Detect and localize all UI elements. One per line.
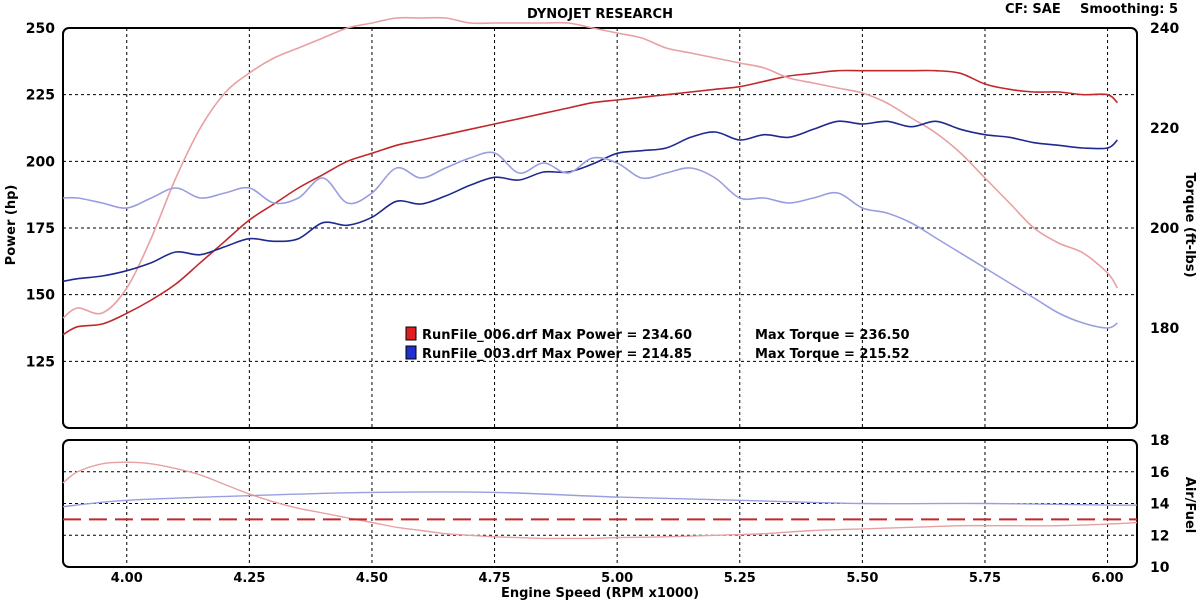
afr-line-runfile003drf [62, 491, 1138, 508]
afr-tick-label: 14 [1150, 497, 1170, 513]
series-line-runfile003drf-torque [62, 151, 1118, 329]
x-tick-label: 6.00 [1092, 571, 1124, 586]
legend-label-run003: RunFile_003.drf Max Power = 214.85 [422, 347, 692, 362]
legend-torque-run006: Max Torque = 236.50 [755, 328, 910, 343]
x-tick-label: 4.25 [233, 571, 265, 586]
y-tick-label: 125 [26, 354, 55, 370]
legend-label-run006: RunFile_006.drf Max Power = 234.60 [422, 328, 692, 343]
y2-tick-label: 180 [1150, 321, 1179, 337]
cf-label: CF: SAE [1005, 2, 1061, 17]
afr-tick-label: 10 [1150, 560, 1170, 576]
afr-line-runfile006drf [62, 461, 1138, 540]
afr-tick-label: 12 [1150, 528, 1169, 544]
x-tick-label: 4.00 [111, 571, 143, 586]
afr-ticks: 10 12 14 16 18 [1150, 433, 1170, 576]
main-series [62, 16, 1119, 336]
afr-tick-label: 16 [1150, 465, 1169, 481]
x-tick-label: 5.00 [601, 571, 633, 586]
y-tick-label: 150 [26, 288, 55, 304]
y-tick-label: 200 [26, 154, 55, 170]
y2-tick-label: 200 [1150, 221, 1179, 237]
x-tick-label: 5.75 [969, 571, 1001, 586]
series-line-runfile006drf-power [62, 69, 1118, 336]
legend-swatch-run006 [405, 326, 417, 341]
x-tick-label: 5.50 [846, 571, 878, 586]
y2-tick-label: 240 [1150, 21, 1179, 37]
series-line-runfile003drf-power [62, 120, 1118, 283]
afr-axis-label: Air/Fuel [1182, 477, 1197, 533]
x-ticks: 4.00 4.25 4.50 4.75 5.00 5.25 5.50 5.75 6.00 [111, 571, 1124, 586]
y2-axis-label: Torque (ft-lbs) [1182, 172, 1197, 277]
chart-title: DYNOJET RESEARCH [527, 7, 673, 22]
x-axis-label: Engine Speed (RPM x1000) [501, 586, 699, 601]
x-tick-label: 4.75 [479, 571, 511, 586]
y-tick-label: 225 [26, 88, 55, 104]
x-tick-label: 5.25 [724, 571, 756, 586]
afr-series [62, 461, 1138, 540]
main-ticks: 125 150 175 200 225 250 180 200 220 240 [26, 21, 1180, 370]
afr-tick-label: 18 [1150, 433, 1169, 449]
y2-tick-label: 220 [1150, 121, 1179, 137]
series-line-runfile006drf-torque [62, 16, 1119, 319]
x-tick-label: 4.50 [356, 571, 388, 586]
y-axis-label: Power (hp) [4, 185, 19, 266]
y-tick-label: 175 [26, 221, 55, 237]
legend-torque-run003: Max Torque = 215.52 [755, 347, 910, 362]
smoothing-label: Smoothing: 5 [1080, 2, 1178, 17]
legend-swatch-run003 [405, 345, 417, 360]
legend: RunFile_006.drf Max Power = 234.60 Max T… [405, 326, 910, 362]
y-tick-label: 250 [26, 21, 55, 37]
